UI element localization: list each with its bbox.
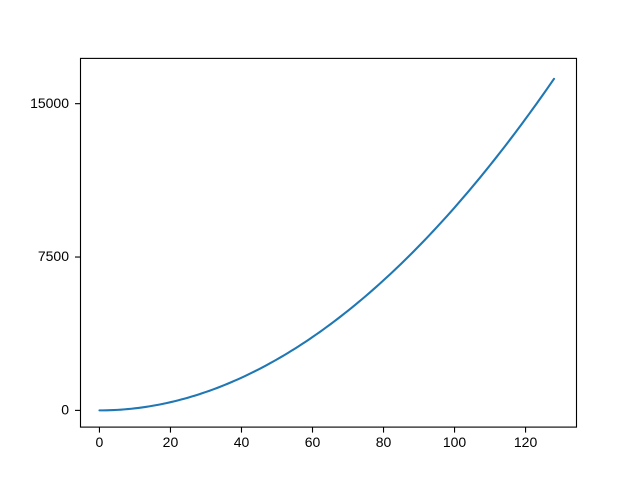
- svg-text:7500: 7500: [38, 248, 69, 264]
- svg-text:0: 0: [96, 434, 104, 450]
- svg-text:80: 80: [376, 434, 392, 450]
- svg-text:40: 40: [234, 434, 250, 450]
- svg-text:100: 100: [443, 434, 467, 450]
- svg-text:20: 20: [163, 434, 179, 450]
- svg-text:15000: 15000: [30, 95, 69, 111]
- svg-text:60: 60: [305, 434, 321, 450]
- svg-text:120: 120: [514, 434, 538, 450]
- svg-text:0: 0: [61, 402, 69, 418]
